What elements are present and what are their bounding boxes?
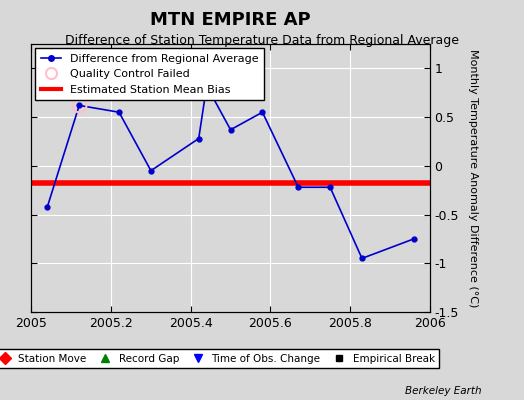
Text: Difference of Station Temperature Data from Regional Average: Difference of Station Temperature Data f… <box>65 34 459 47</box>
Y-axis label: Monthly Temperature Anomaly Difference (°C): Monthly Temperature Anomaly Difference (… <box>468 49 478 307</box>
Legend: Station Move, Record Gap, Time of Obs. Change, Empirical Break: Station Move, Record Gap, Time of Obs. C… <box>0 349 439 368</box>
Title: MTN EMPIRE AP: MTN EMPIRE AP <box>150 10 311 28</box>
Text: Berkeley Earth: Berkeley Earth <box>406 386 482 396</box>
